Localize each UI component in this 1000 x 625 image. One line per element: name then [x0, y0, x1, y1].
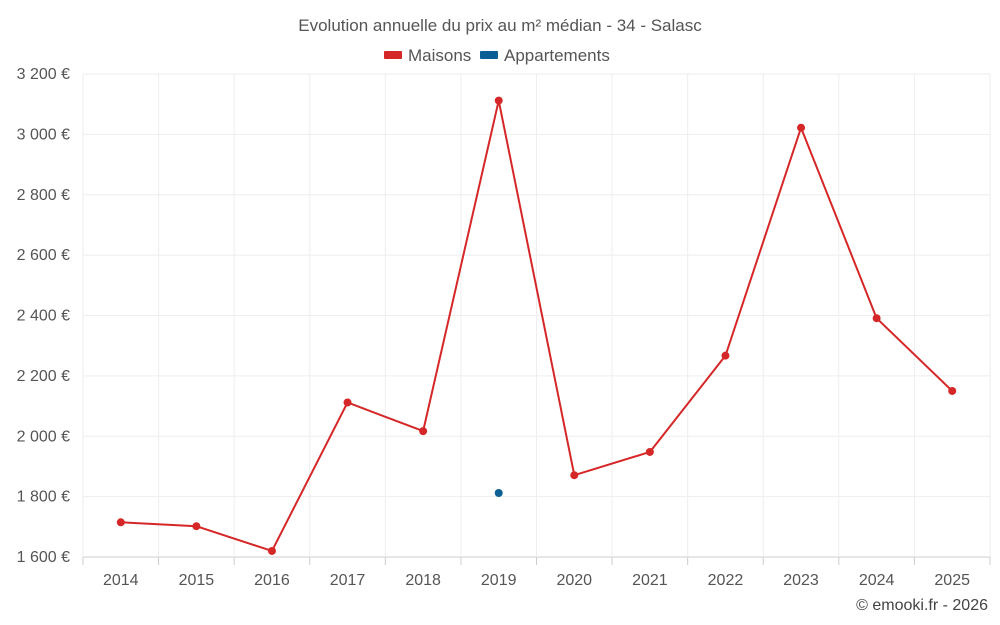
legend-label-appartements: Appartements [504, 46, 610, 65]
x-tick-label: 2025 [934, 572, 970, 589]
grid [82, 73, 991, 558]
legend-swatch-maisons [384, 51, 402, 59]
y-tick-label: 2 400 € [17, 308, 70, 325]
y-tick-label: 1 800 € [17, 489, 70, 506]
y-tick-label: 3 000 € [17, 126, 70, 143]
legend-swatch-appartements [480, 51, 498, 59]
data-point-appartements [494, 489, 503, 498]
data-point-maisons [267, 546, 276, 555]
x-tick-label: 2014 [103, 572, 139, 589]
data-point-maisons [343, 398, 352, 407]
y-tick-label: 2 600 € [17, 247, 70, 264]
legend: Maisons Appartements [384, 46, 610, 65]
chart-title: Evolution annuelle du prix au m² médian … [298, 16, 702, 35]
data-point-maisons [645, 447, 654, 456]
data-point-maisons [948, 386, 957, 395]
x-tick-label: 2024 [859, 572, 895, 589]
y-tick-label: 2 800 € [17, 187, 70, 204]
data-point-maisons [570, 471, 579, 480]
y-tick-label: 1 600 € [17, 549, 70, 566]
x-tick-label: 2016 [254, 572, 290, 589]
x-tick-label: 2019 [481, 572, 517, 589]
x-axis: 2014 2015 2016 2017 2018 2019 2020 2021 2022 2023… [82, 557, 991, 589]
x-tick-label: 2022 [708, 572, 744, 589]
series-group [116, 96, 957, 555]
y-tick-label: 3 200 € [17, 66, 70, 83]
data-point-maisons [494, 96, 503, 105]
x-tick-label: 2021 [632, 572, 668, 589]
y-tick-label: 2 200 € [17, 368, 70, 385]
x-tick-label: 2017 [330, 572, 366, 589]
y-tick-label: 2 000 € [17, 428, 70, 445]
x-tick-label: 2020 [556, 572, 592, 589]
series-line-maisons [120, 99, 953, 552]
data-point-maisons [419, 427, 428, 436]
data-point-maisons [721, 351, 730, 360]
legend-label-maisons: Maisons [408, 46, 471, 65]
data-point-maisons [192, 522, 201, 531]
x-tick-label: 2018 [405, 572, 441, 589]
y-axis: 1 600 € 1 800 € 2 000 € 2 200 € 2 400 € 2 600… [17, 66, 70, 566]
x-tick-label: 2015 [179, 572, 215, 589]
x-tick-label: 2023 [783, 572, 819, 589]
data-point-maisons [116, 518, 125, 527]
credit-text: © emooki.fr - 2026 [856, 597, 988, 614]
data-point-maisons [797, 123, 806, 132]
data-point-maisons [872, 314, 881, 323]
